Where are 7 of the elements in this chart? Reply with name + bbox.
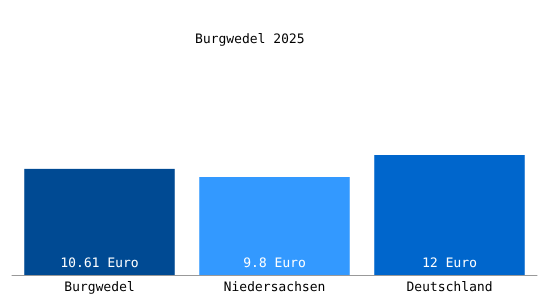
data-label: 12 Euro — [422, 256, 477, 271]
data-label: 9.8 Euro — [243, 256, 306, 271]
x-tick-label: Burgwedel — [64, 280, 135, 295]
x-tick-label: Deutschland — [406, 280, 493, 295]
chart-title: Burgwedel 2025 — [195, 32, 305, 47]
x-tick-label: Niedersachsen — [224, 280, 326, 295]
data-label: 10.61 Euro — [60, 256, 139, 271]
